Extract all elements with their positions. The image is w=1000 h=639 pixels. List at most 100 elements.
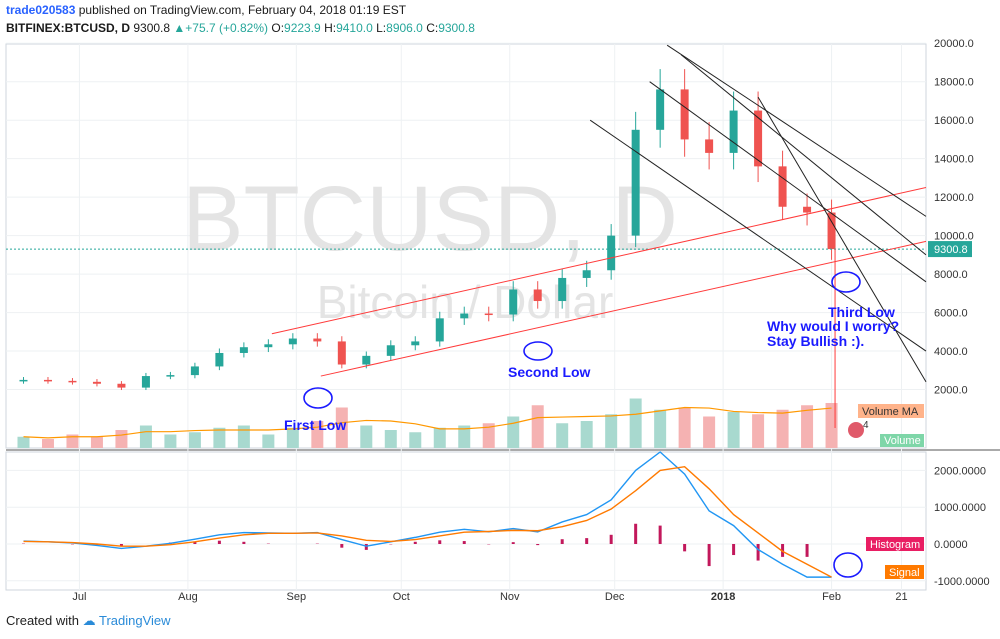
- candle-body: [803, 206, 812, 213]
- x-tick-label: Feb: [822, 591, 841, 603]
- candles: [19, 69, 836, 391]
- macd-y-tick-label: 1000.0000: [934, 502, 986, 514]
- macd-y-tick-label: 0.0000: [934, 539, 968, 551]
- last-price: 9300.8: [133, 21, 171, 35]
- candle-body: [117, 383, 126, 388]
- volume-bar: [629, 398, 642, 448]
- macd-line: [23, 451, 832, 578]
- axes: 2000.0 4000.0 6000.0 8000.0 10000.0 12000.0 14…: [72, 38, 989, 603]
- annotation-text: Second Low: [508, 364, 591, 380]
- volume-bar: [188, 432, 201, 448]
- y-tick-label: 4000.0: [934, 346, 968, 358]
- signal-legend-badge: [885, 565, 924, 579]
- candle-body: [166, 375, 175, 377]
- watermark-name: Bitcoin / Dollar: [317, 276, 614, 328]
- candle-body: [43, 379, 52, 382]
- candle-body: [141, 376, 150, 388]
- macd-pane: [21, 451, 832, 578]
- candle-body: [190, 366, 199, 376]
- trend-lines: [6, 44, 927, 428]
- descending-trend-line: [680, 54, 927, 256]
- volume-bar: [360, 425, 373, 448]
- volume-bar: [237, 425, 250, 448]
- volume-bar: [703, 416, 716, 448]
- annotation-text: First Low: [284, 417, 346, 433]
- volume-bar: [482, 423, 495, 448]
- volume-bar: [115, 430, 128, 448]
- y-tick-label: 20000.0: [934, 38, 974, 50]
- candle-body: [484, 313, 493, 316]
- candle-body: [19, 379, 28, 382]
- macd-pane-frame: [5, 451, 927, 591]
- candle-body: [460, 313, 469, 319]
- annotation-text: Why would I worry?: [767, 318, 899, 334]
- event-count-badge: 4: [863, 420, 869, 431]
- histogram-legend: Histogram: [870, 539, 920, 551]
- volume-bar: [531, 405, 544, 448]
- volume-ma-legend-badge: [858, 404, 924, 418]
- volume-bar: [678, 407, 691, 448]
- volume-legend-badge: [880, 434, 924, 447]
- macd-y-tick-label: -1000.0000: [934, 576, 990, 588]
- volume-bar: [752, 414, 765, 448]
- candle-body: [313, 338, 322, 342]
- volume-bar: [286, 427, 299, 448]
- histogram-legend-badge: [866, 537, 924, 551]
- volume-bars: [17, 398, 838, 448]
- annotation-circle: [523, 341, 553, 361]
- y-tick-label: 18000.0: [934, 77, 974, 89]
- volume-bar: [213, 427, 226, 448]
- volume-bar: [507, 416, 520, 448]
- descending-trend-line: [589, 119, 927, 352]
- low-label: L:: [376, 21, 387, 35]
- annotation-circle: [831, 271, 861, 293]
- event-flag-icon: [848, 422, 864, 438]
- candle-body: [631, 129, 640, 236]
- candle-body: [680, 89, 689, 140]
- chart-svg[interactable]: BTCUSD, D Bitcoin / Dollar 2000.0 4000.0 6…: [0, 0, 1000, 610]
- y-tick-label: 12000.0: [934, 192, 974, 204]
- publish-line: trade020583 published on TradingView.com…: [6, 3, 406, 17]
- price-change: +75.7 (+0.82%): [185, 21, 269, 35]
- volume-ma-line: [23, 406, 832, 439]
- publish-text: published on TradingView.com, February 0…: [78, 3, 407, 17]
- candle-body: [754, 110, 763, 167]
- annotation-text: Third Low: [828, 304, 895, 320]
- x-tick-label: Oct: [393, 591, 410, 603]
- ohlc-line: BITFINEX:BTCUSD, D 9300.8 ▲+75.7 (+0.82%…: [6, 21, 475, 35]
- author-link[interactable]: trade020583: [6, 3, 76, 17]
- tradingview-link[interactable]: TradingView: [99, 613, 171, 628]
- candle-body: [362, 355, 371, 365]
- x-tick-label: 21: [895, 591, 907, 603]
- last-price-badge: [928, 241, 972, 258]
- candle-body: [509, 289, 518, 315]
- watermark-symbol: BTCUSD, D: [182, 168, 678, 270]
- volume-bar: [458, 425, 471, 448]
- volume-bar: [433, 427, 446, 448]
- y-tick-label: 10000.0: [934, 231, 974, 243]
- candle-body: [386, 345, 395, 356]
- candle-body: [288, 338, 297, 345]
- close-label: C:: [426, 21, 439, 35]
- y-tick-label: 14000.0: [934, 154, 974, 166]
- descending-trend-line: [666, 44, 927, 217]
- signal-line: [23, 465, 832, 578]
- volume-bar: [727, 412, 740, 448]
- open-label: O:: [271, 21, 285, 35]
- y-tick-label: 6000.0: [934, 308, 968, 320]
- x-tick-label: Nov: [500, 591, 520, 603]
- candle-body: [411, 341, 420, 346]
- volume-bar: [17, 436, 30, 448]
- up-arrow-icon: ▲: [173, 21, 186, 35]
- volume-bar: [66, 434, 79, 448]
- channel-lower-line: [320, 240, 927, 377]
- volume-bar: [384, 430, 397, 448]
- candle-body: [827, 212, 836, 250]
- volume-bar: [605, 414, 618, 448]
- low-value: 8906.0: [386, 21, 423, 35]
- descending-trend-line: [757, 96, 927, 383]
- candle-body: [533, 289, 542, 302]
- volume-legend: Volume: [884, 435, 921, 447]
